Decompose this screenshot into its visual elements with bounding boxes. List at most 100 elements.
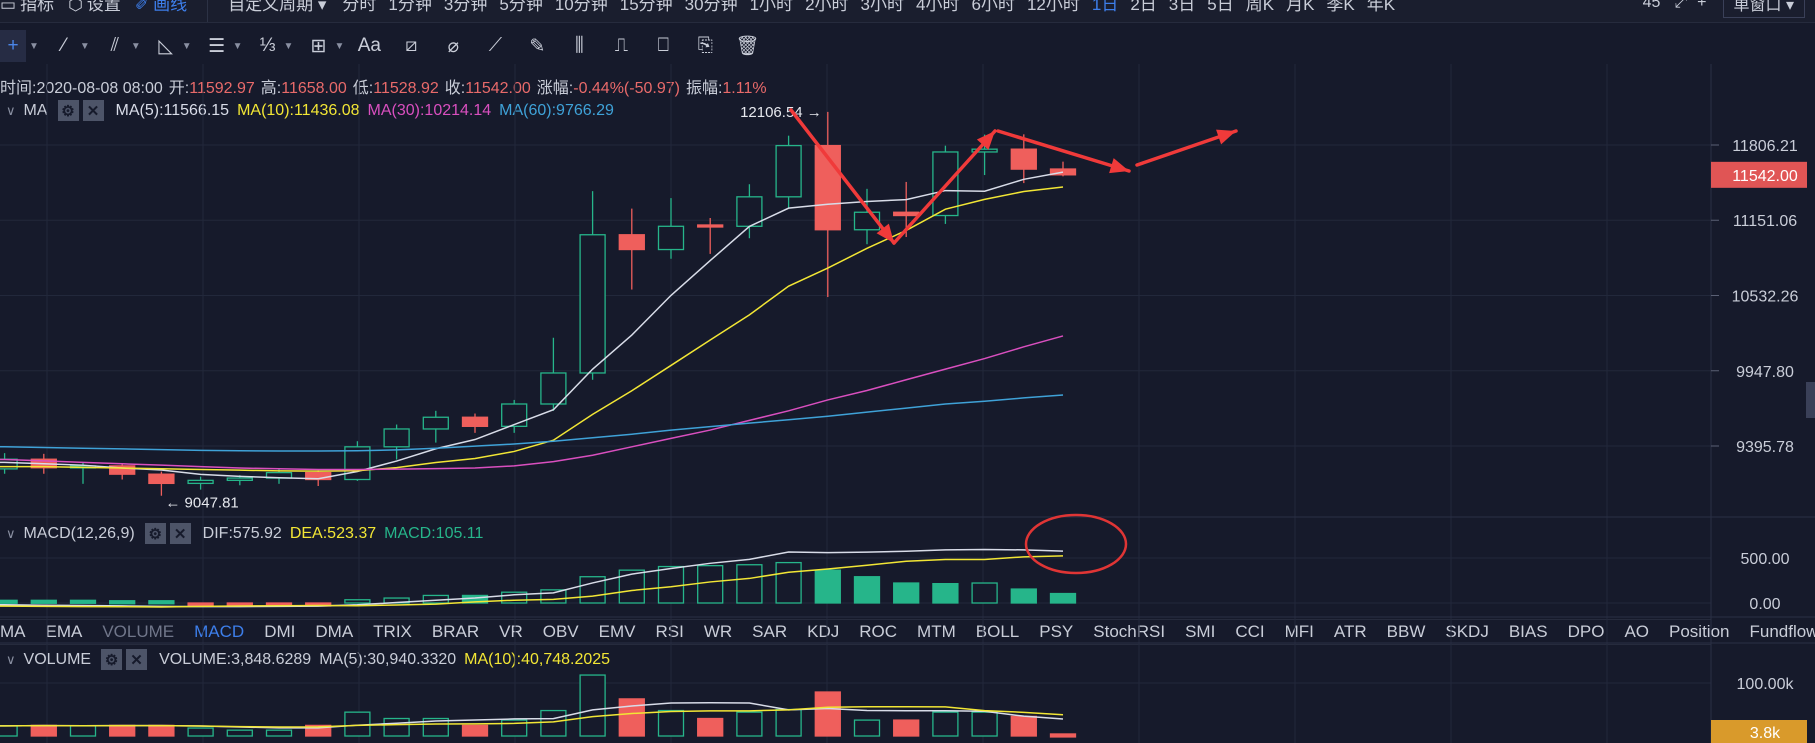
indicator-tab-mfi[interactable]: MFI xyxy=(1284,622,1314,641)
period-tab[interactable]: 5分钟 xyxy=(499,0,543,14)
period-tab[interactable]: 月K xyxy=(1286,0,1315,14)
crosshair-tool[interactable]: + xyxy=(0,30,26,62)
period-tab[interactable]: 周K xyxy=(1245,0,1275,14)
indicator-tab-obv[interactable]: OBV xyxy=(542,622,579,641)
period-tab[interactable]: 10分钟 xyxy=(554,0,608,14)
chevron-down-icon[interactable]: ▼ xyxy=(29,40,39,52)
period-tab[interactable]: 4小时 xyxy=(916,0,960,14)
indicator-tab-dpo[interactable]: DPO xyxy=(1567,622,1605,641)
period-tab[interactable]: 3日 xyxy=(1168,0,1196,14)
indicator-tab-ma[interactable]: MA xyxy=(0,622,26,641)
indicator-tab-fundflow[interactable]: Fundflow xyxy=(1749,622,1815,641)
chevron-down-icon[interactable]: ▼ xyxy=(334,40,345,52)
candles-tool[interactable]: ⫼ xyxy=(566,30,592,62)
period-tab[interactable]: 1小时 xyxy=(749,0,794,14)
chevron-down-icon[interactable]: ▼ xyxy=(283,40,294,52)
info-key: 开: xyxy=(168,80,190,97)
period-tab[interactable]: 3小时 xyxy=(860,0,904,14)
annotation-arrow xyxy=(1135,129,1238,167)
indicator-tab-macd[interactable]: MACD xyxy=(194,622,245,641)
horizontal-lines-tool[interactable]: ☰ xyxy=(204,30,230,62)
period-tab[interactable]: 30分钟 xyxy=(684,0,738,14)
period-tab[interactable]: 15分钟 xyxy=(619,0,673,14)
indicator-tab-psy[interactable]: PSY xyxy=(1039,622,1074,641)
topbar-indicator[interactable]: ▭ 指标 xyxy=(0,0,54,15)
close-icon[interactable]: ✕ xyxy=(169,523,191,544)
add-chart-icon[interactable]: + xyxy=(1697,0,1707,11)
custom-period-select[interactable]: 自定义周期 ▾ xyxy=(228,0,327,14)
fullscreen-icon[interactable]: ⤢ xyxy=(1674,0,1688,11)
close-icon[interactable]: ✕ xyxy=(82,100,104,121)
chevron-down-icon[interactable]: ▼ xyxy=(130,40,141,52)
indicator-tab-roc[interactable]: ROC xyxy=(859,622,898,641)
chevron-down-icon[interactable]: ▼ xyxy=(181,40,192,52)
lock-tool[interactable]: ⎍ xyxy=(608,30,634,62)
scroll-handle[interactable] xyxy=(1806,382,1815,418)
indicator-tab-smi[interactable]: SMI xyxy=(1185,622,1216,641)
indicator-tab-bbw[interactable]: BBW xyxy=(1386,622,1426,641)
collapse-chevron-icon[interactable]: ∨ xyxy=(6,525,16,541)
gear-icon[interactable]: ⚙ xyxy=(57,100,79,121)
rectangle-tool[interactable]: ⊞ xyxy=(305,30,331,62)
macd-histogram-bar xyxy=(344,599,371,604)
indicator-tab-boll[interactable]: BOLL xyxy=(975,622,1020,641)
indicator-tab-kdj[interactable]: KDJ xyxy=(807,622,840,641)
indicator-tab-position[interactable]: Position xyxy=(1669,622,1730,641)
period-tab[interactable]: 2日 xyxy=(1130,0,1157,14)
macd-histogram-bar xyxy=(0,599,18,604)
pen-tool[interactable]: ✎ xyxy=(524,30,550,62)
indicator-tab-cci[interactable]: CCI xyxy=(1235,622,1265,641)
period-tab[interactable]: 5日 xyxy=(1207,0,1234,14)
period-tab[interactable]: 1分钟 xyxy=(388,0,432,14)
indicator-tab-volume[interactable]: VOLUME xyxy=(102,622,175,641)
indicator-tab-emv[interactable]: EMV xyxy=(598,622,636,641)
indicator-tab-wr[interactable]: WR xyxy=(703,622,733,641)
period-tab[interactable]: 分时 xyxy=(342,0,377,14)
bookmark-tool[interactable]: ⎕ xyxy=(650,30,676,62)
chevron-down-icon[interactable]: ▼ xyxy=(232,40,243,52)
indicator-tab-atr[interactable]: ATR xyxy=(1333,622,1367,641)
period-tab[interactable]: 季K xyxy=(1326,0,1355,14)
indicator-tab-stochrsi[interactable]: StochRSI xyxy=(1093,622,1166,641)
indicator-tab-trix[interactable]: TRIX xyxy=(373,622,412,641)
text-tool[interactable]: Aa xyxy=(356,30,382,62)
chevron-down-icon[interactable]: ▼ xyxy=(79,40,90,52)
topbar-draw-line[interactable]: ✐ 画线 xyxy=(135,0,187,15)
indicator-tab-ao[interactable]: AO xyxy=(1624,622,1649,641)
period-tab[interactable]: 3分钟 xyxy=(443,0,488,14)
eraser-tool[interactable]: ⌀ xyxy=(440,30,466,62)
indicator-tab-bias[interactable]: BIAS xyxy=(1508,622,1548,641)
collapse-chevron-icon[interactable]: ∨ xyxy=(6,102,16,118)
trend-line-tool[interactable]: ⁄ xyxy=(51,30,77,62)
collapse-chevron-icon[interactable]: ∨ xyxy=(6,651,16,667)
indicator-tab-skdj[interactable]: SKDJ xyxy=(1445,622,1489,641)
triangle-tool[interactable]: ◺ xyxy=(153,30,179,62)
measure-tool[interactable]: ⧄ xyxy=(398,30,424,62)
indicator-tab-ema[interactable]: EMA xyxy=(45,622,83,641)
indicator-tab-dmi[interactable]: DMI xyxy=(264,622,296,641)
indicator-tab-sar[interactable]: SAR xyxy=(752,622,788,641)
indicator-tab-vr[interactable]: VR xyxy=(499,622,523,641)
parallel-channel-tool[interactable]: ⫽ xyxy=(102,30,128,62)
dea-line xyxy=(0,555,1064,608)
indicator-tab-brar[interactable]: BRAR xyxy=(431,622,480,641)
period-tab[interactable]: 年K xyxy=(1366,0,1396,14)
close-icon[interactable]: ✕ xyxy=(126,649,148,670)
period-tab[interactable]: 6小时 xyxy=(971,0,1015,14)
indicator-tab-dma[interactable]: DMA xyxy=(315,622,354,641)
fibonacci-tool[interactable]: ⅓ xyxy=(255,30,281,62)
note-tool[interactable]: ⎘ xyxy=(692,30,718,62)
indicator-tab-mtm[interactable]: MTM xyxy=(917,622,956,641)
window-mode-select[interactable]: 单窗口 ▾ xyxy=(1722,0,1805,18)
high-price-marker: 12106.54 → xyxy=(740,104,822,121)
candle xyxy=(226,475,253,486)
period-tab[interactable]: 1日 xyxy=(1091,0,1119,14)
topbar-settings[interactable]: ⬡ 设置 xyxy=(68,0,121,15)
period-tab[interactable]: 2小时 xyxy=(805,0,849,14)
ruler-tool[interactable]: ⟋ xyxy=(482,30,508,62)
period-tab[interactable]: 12小时 xyxy=(1026,0,1080,14)
indicator-tab-rsi[interactable]: RSI xyxy=(655,622,684,641)
gear-icon[interactable]: ⚙ xyxy=(101,649,123,670)
trash-tool[interactable]: 🗑 xyxy=(734,30,760,62)
gear-icon[interactable]: ⚙ xyxy=(144,523,166,544)
